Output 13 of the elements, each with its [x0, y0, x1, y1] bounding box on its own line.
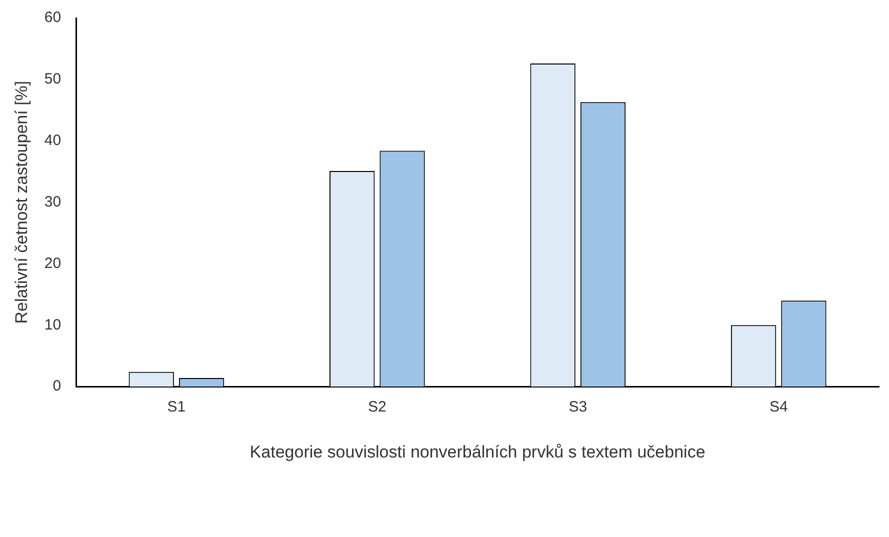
y-tick-label: 40 — [44, 132, 62, 150]
y-tick-label: 20 — [44, 254, 62, 272]
y-tick-label: 0 — [52, 378, 62, 395]
y-tick-label: 50 — [44, 70, 62, 88]
x-tick-label: S3 — [568, 398, 588, 416]
y-axis-title: Relativní četnost zastoupení [%] — [12, 80, 31, 324]
y-tick-label: 30 — [44, 193, 62, 210]
y-tick-label: 60 — [44, 9, 62, 26]
x-tick-label: S2 — [368, 398, 386, 416]
x-axis-title: Kategorie souvislosti nonverbálních prvků s textem učebnice — [250, 442, 706, 462]
y-tick-label: 10 — [44, 316, 62, 334]
x-tick-label: S4 — [769, 398, 788, 416]
x-tick-label: S1 — [167, 398, 186, 416]
